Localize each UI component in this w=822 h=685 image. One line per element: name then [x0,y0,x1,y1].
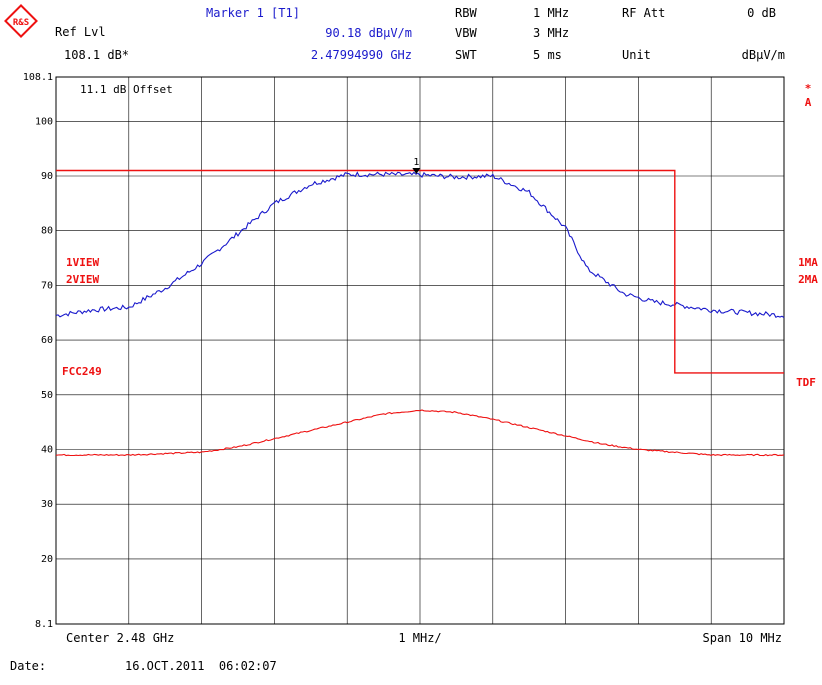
center-frequency: Center 2.48 GHz [66,631,174,645]
rbw-label: RBW [455,6,477,20]
y-tick-label: 90 [41,171,53,182]
indicator-a: A [805,96,812,109]
y-tick-label: 70 [41,280,53,291]
y-tick-label: 80 [41,226,53,237]
y-tick-label: 108.1 [23,72,53,83]
vbw-value: 3 MHz [533,26,569,40]
marker-frequency: 2.47994990 GHz [311,48,412,62]
limit-line-label: FCC249 [62,365,102,378]
indicator-star: * [805,82,812,95]
date-value: 16.OCT.2011 06:02:07 [125,659,277,673]
swt-value: 5 ms [533,48,562,62]
rs-logo-text: R&S [13,18,29,28]
date-label: Date: [10,659,46,673]
rs-logo-diamond [4,4,38,38]
ref-lvl-value: 108.1 dB* [64,48,129,62]
marker-triangle [412,168,421,175]
span: Span 10 MHz [703,631,782,645]
plot-area: 108.1 100 90 80 70 60 50 40 30 20 8.1 1 11.1 dB Of… [23,72,785,630]
swt-label: SWT [455,48,477,62]
rs-logo: R&S [4,4,38,38]
vbw-label: VBW [455,26,477,40]
y-tick-label: 40 [41,445,53,456]
rf-att-label: RF Att [622,6,665,20]
y-tick-label: 50 [41,390,53,401]
unit-label: Unit [622,48,651,62]
indicator-tdf: TDF [796,376,816,389]
trace1-label: 1VIEW [66,256,99,269]
marker-title: Marker 1 [T1] [206,6,300,20]
indicator-2ma: 2MA [798,273,818,286]
grid [56,77,784,624]
division-width: 1 MHz/ [398,631,441,645]
marker-level: 90.18 dBµV/m [325,26,412,40]
series-line-trace2 [55,409,785,457]
y-tick-label: 60 [41,335,53,346]
y-tick-label: 20 [41,554,53,565]
rf-att-value: 0 dB [747,6,776,20]
rbw-value: 1 MHz [533,6,569,20]
trace2-label: 2VIEW [66,273,99,286]
y-tick-labels: 108.1 100 90 80 70 60 50 40 30 20 8.1 [23,72,53,630]
marker-1: 1 [412,157,421,175]
y-tick-label: 30 [41,499,53,510]
ref-lvl-label: Ref Lvl [55,25,106,39]
traces [55,169,785,457]
indicator-1ma: 1MA [798,256,818,269]
y-tick-label: 100 [35,116,53,127]
series-line-limit [56,169,784,374]
marker-number: 1 [413,157,419,168]
series-line-trace1 [55,171,785,319]
y-tick-label: 8.1 [35,619,53,630]
unit-value: dBµV/m [742,48,785,62]
offset-note: 11.1 dB Offset [80,83,173,96]
